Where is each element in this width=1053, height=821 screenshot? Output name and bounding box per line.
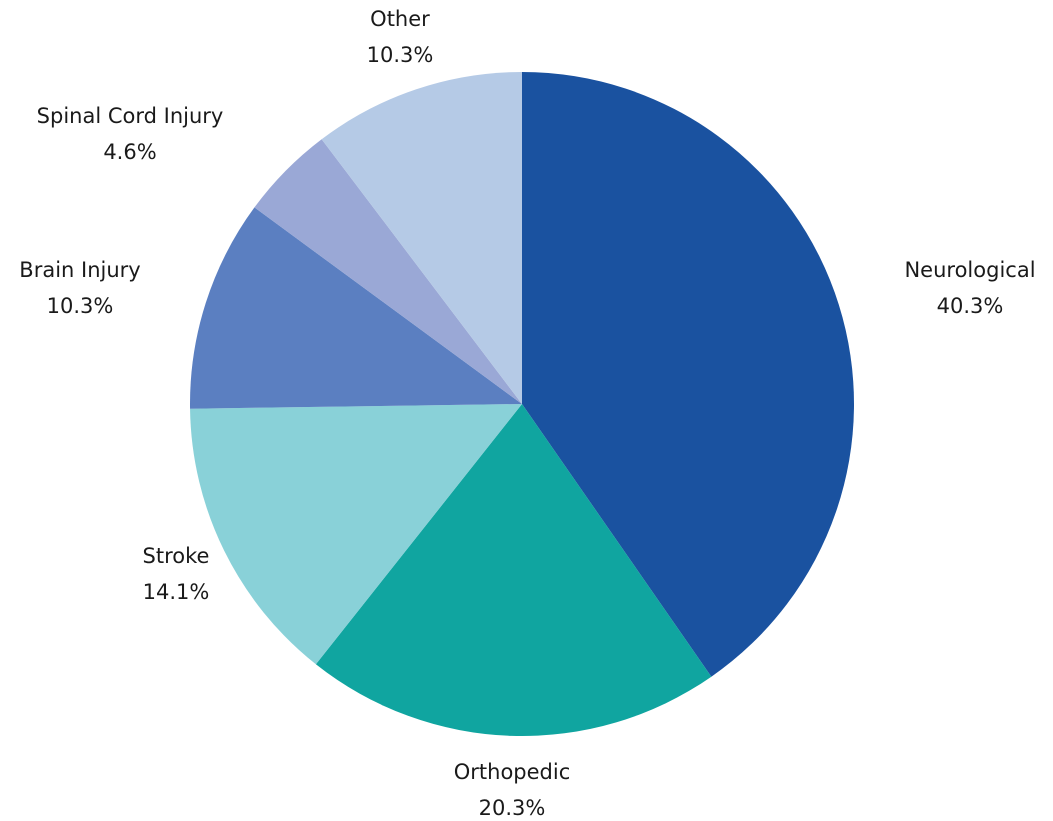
slice-value-label: 40.3%	[937, 294, 1004, 318]
slice-value-label: 4.6%	[103, 140, 156, 164]
pie-slice	[190, 404, 522, 665]
slice-value-label: 14.1%	[143, 580, 210, 604]
slice-value-label: 20.3%	[479, 796, 546, 820]
pie-slice	[315, 404, 712, 736]
pie-slice	[190, 207, 523, 409]
slice-value-label: 10.3%	[47, 294, 114, 318]
slice-label: Other	[370, 7, 430, 31]
slice-label: Orthopedic	[454, 760, 571, 784]
slice-label: Spinal Cord Injury	[37, 104, 224, 128]
pie-slice	[321, 72, 522, 404]
pie-slice	[522, 72, 854, 677]
slice-label: Stroke	[143, 544, 210, 568]
slice-value-label: 10.3%	[367, 43, 434, 67]
pie-slice	[254, 139, 523, 405]
slice-label: Brain Injury	[19, 258, 140, 282]
slice-label: Neurological	[904, 258, 1035, 282]
